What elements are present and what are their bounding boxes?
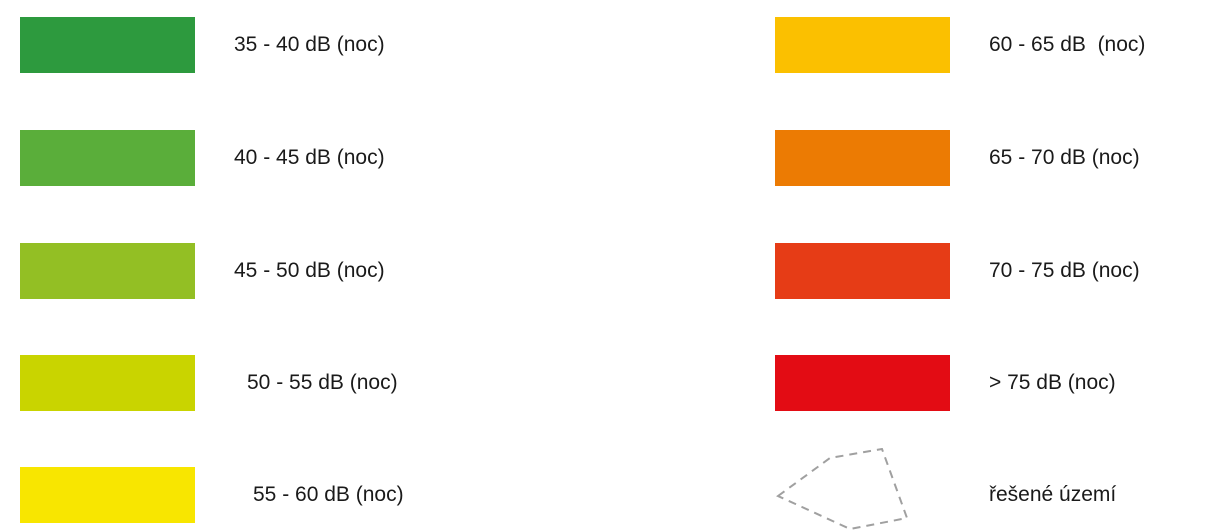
legend-label-45-50: 45 - 50 dB (noc) xyxy=(234,259,385,282)
color-swatch-55-60 xyxy=(20,467,195,523)
legend-label-50-55: 50 - 55 dB (noc) xyxy=(247,371,398,394)
color-swatch-60-65 xyxy=(775,17,950,73)
color-swatch-45-50 xyxy=(20,243,195,299)
legend-label-70-75: 70 - 75 dB (noc) xyxy=(989,259,1140,282)
color-swatch-40-45 xyxy=(20,130,195,186)
color-swatch-50-55 xyxy=(20,355,195,411)
dashed-boundary-icon xyxy=(776,448,909,530)
color-swatch-over-75 xyxy=(775,355,950,411)
legend-label-60-65: 60 - 65 dB (noc) xyxy=(989,33,1146,56)
color-swatch-70-75 xyxy=(775,243,950,299)
legend-label-55-60: 55 - 60 dB (noc) xyxy=(253,483,404,506)
color-swatch-35-40 xyxy=(20,17,195,73)
legend-label-35-40: 35 - 40 dB (noc) xyxy=(234,33,385,56)
legend-label-65-70: 65 - 70 dB (noc) xyxy=(989,146,1140,169)
color-swatch-65-70 xyxy=(775,130,950,186)
legend-label-over-75: > 75 dB (noc) xyxy=(989,371,1116,394)
legend-label-40-45: 40 - 45 dB (noc) xyxy=(234,146,385,169)
legend-label-area: řešené území xyxy=(989,483,1117,506)
